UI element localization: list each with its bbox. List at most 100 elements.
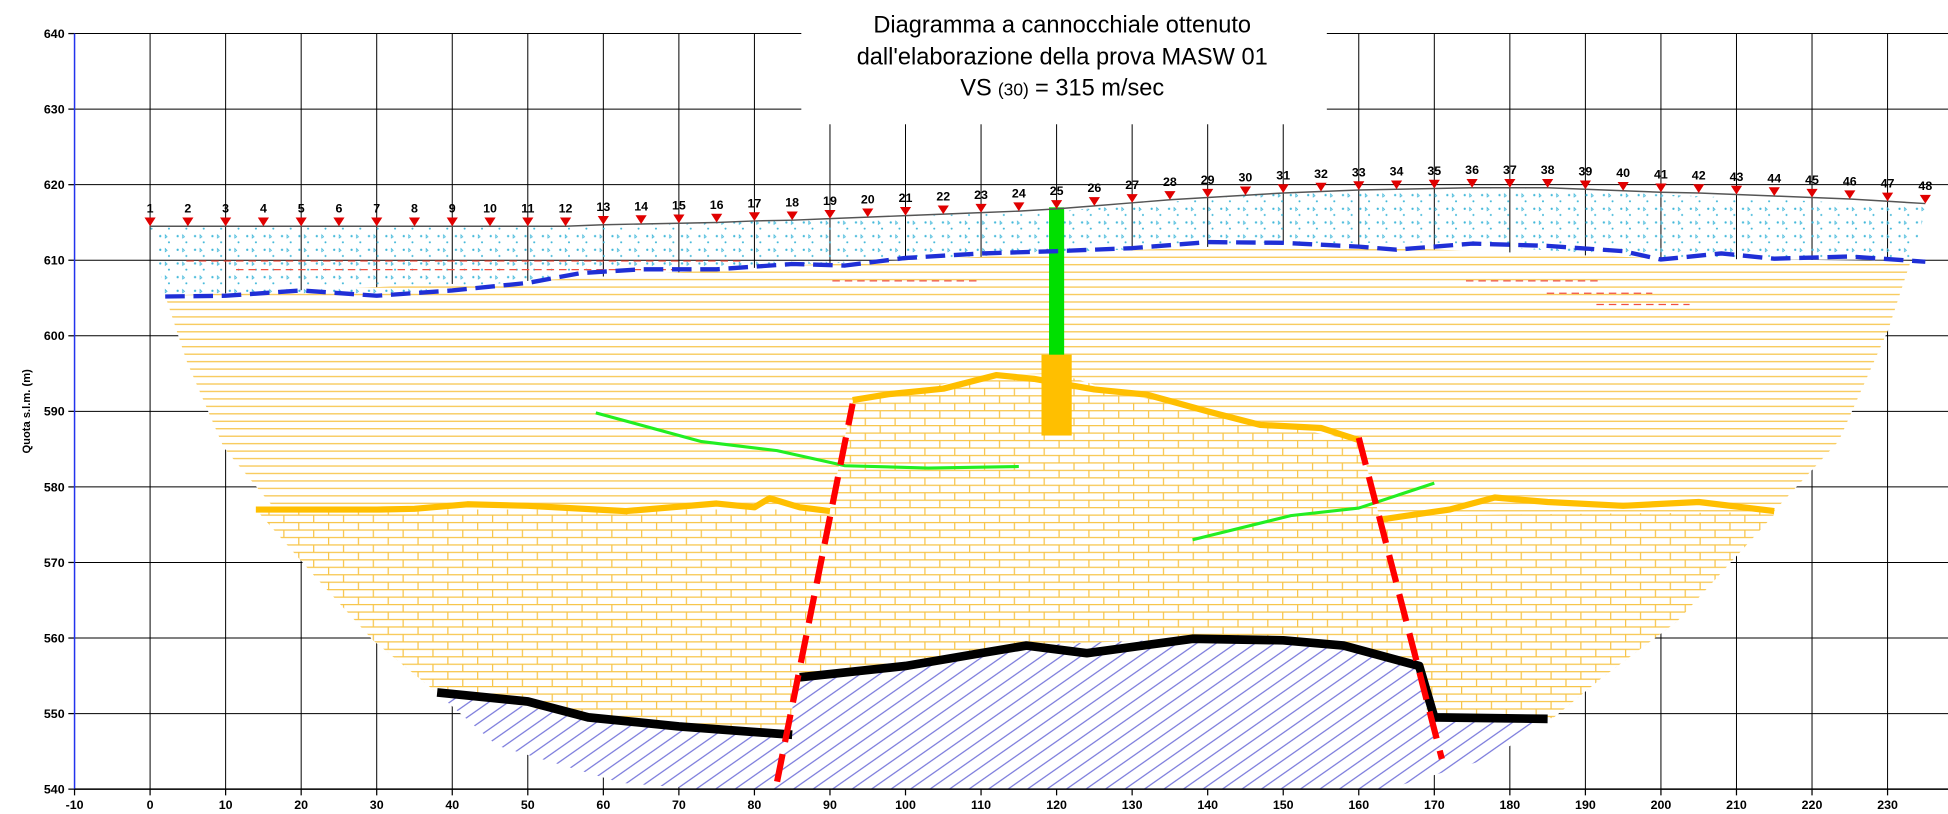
station-marker [711, 214, 722, 223]
station-label: 9 [449, 202, 456, 216]
station-label: 20 [861, 192, 875, 206]
station-label: 13 [596, 200, 610, 214]
station-label: 31 [1276, 168, 1290, 182]
x-tick-label: 10 [219, 798, 233, 812]
station-marker [673, 215, 684, 224]
station-label: 17 [748, 196, 762, 210]
x-tick-label: 50 [521, 798, 535, 812]
x-tick-label: 150 [1273, 798, 1294, 812]
station-marker [1504, 179, 1515, 188]
station-label: 8 [411, 202, 418, 216]
x-tick-label: 80 [748, 798, 762, 812]
station-label: 43 [1730, 170, 1744, 184]
station-label: 48 [1918, 179, 1932, 193]
station-label: 33 [1352, 165, 1366, 179]
station-marker [409, 218, 420, 227]
x-tick-label: 30 [370, 798, 384, 812]
station-label: 35 [1427, 164, 1441, 178]
station-label: 19 [823, 194, 837, 208]
station-label: 38 [1541, 163, 1555, 177]
station-marker [1769, 187, 1780, 196]
y-tick-label: 580 [44, 480, 65, 494]
station-marker [636, 215, 647, 224]
station-marker [144, 218, 155, 227]
x-tick-label: 180 [1500, 798, 1521, 812]
column [1041, 355, 1071, 436]
station-marker [824, 210, 835, 219]
station-marker [1655, 184, 1666, 193]
x-tick-label: 20 [294, 798, 308, 812]
x-tick-label: 120 [1046, 798, 1067, 812]
station-marker [560, 218, 571, 227]
station-marker [787, 211, 798, 220]
station-marker [1202, 189, 1213, 198]
station-label: 36 [1465, 163, 1479, 177]
station-label: 41 [1654, 168, 1668, 182]
station-label: 30 [1239, 171, 1253, 185]
station-label: 40 [1616, 166, 1630, 180]
station-label: 27 [1125, 178, 1139, 192]
station-marker [1466, 179, 1477, 188]
station-marker [1693, 184, 1704, 193]
station-label: 28 [1163, 175, 1177, 189]
station-marker [447, 218, 458, 227]
y-tick-label: 620 [44, 178, 65, 192]
station-marker [1731, 186, 1742, 195]
station-label: 16 [710, 198, 724, 212]
annotation-subscript: (30) [998, 80, 1029, 100]
station-marker [333, 218, 344, 227]
station-marker [258, 218, 269, 227]
x-tick-label: 160 [1348, 798, 1369, 812]
station-marker [1278, 184, 1289, 193]
title-box: Diagramma a cannocchiale ottenuto dall'e… [801, 0, 1327, 124]
station-label: 39 [1578, 165, 1592, 179]
station-marker [1806, 189, 1817, 198]
station-marker [296, 218, 307, 227]
station-label: 1 [147, 202, 154, 216]
station-marker [1882, 193, 1893, 202]
station-label: 42 [1692, 168, 1706, 182]
station-marker [975, 204, 986, 213]
station-label: 44 [1767, 171, 1781, 185]
y-tick-label: 640 [44, 27, 65, 41]
y-tick-label: 550 [44, 707, 65, 721]
annotation: VS(30)= 315 m/sec [960, 76, 1164, 102]
station-label: 6 [335, 202, 342, 216]
station-label: 10 [483, 202, 497, 216]
x-tick-label: 100 [895, 798, 916, 812]
station-label: 11 [521, 202, 534, 216]
station-label: 18 [785, 196, 799, 210]
station-label: 5 [298, 202, 305, 216]
y-tick-label: 540 [44, 782, 65, 796]
station-label: 2 [184, 202, 191, 216]
station-marker [862, 208, 873, 217]
station-label: 46 [1843, 174, 1857, 188]
x-tick-label: 60 [596, 798, 610, 812]
x-tick-label: 110 [971, 798, 991, 812]
station-label: 14 [634, 199, 648, 213]
x-tick-label: 230 [1877, 798, 1898, 812]
annotation-text: = 315 m/sec [1035, 76, 1164, 102]
station-marker [484, 218, 495, 227]
x-tick-label: 210 [1726, 798, 1747, 812]
x-tick-label: 190 [1575, 798, 1596, 812]
station-marker [371, 218, 382, 227]
station-label: 22 [936, 189, 950, 203]
station-marker [1315, 183, 1326, 192]
y-tick-label: 630 [44, 102, 65, 116]
station-label: 47 [1881, 177, 1895, 191]
station-marker [598, 216, 609, 225]
y-tick-label: 570 [44, 556, 65, 570]
y-tick-label: 590 [44, 405, 65, 419]
y-tick-label: 610 [44, 254, 65, 268]
station-marker [749, 212, 760, 221]
station-label: 23 [974, 188, 988, 202]
station-label: 32 [1314, 167, 1328, 181]
station-marker [938, 205, 949, 214]
station-marker [1089, 197, 1100, 206]
station-marker [1353, 181, 1364, 190]
station-marker [220, 218, 231, 227]
station-marker [1240, 187, 1251, 196]
x-tick-label: 200 [1651, 798, 1672, 812]
station-label: 26 [1087, 181, 1101, 195]
